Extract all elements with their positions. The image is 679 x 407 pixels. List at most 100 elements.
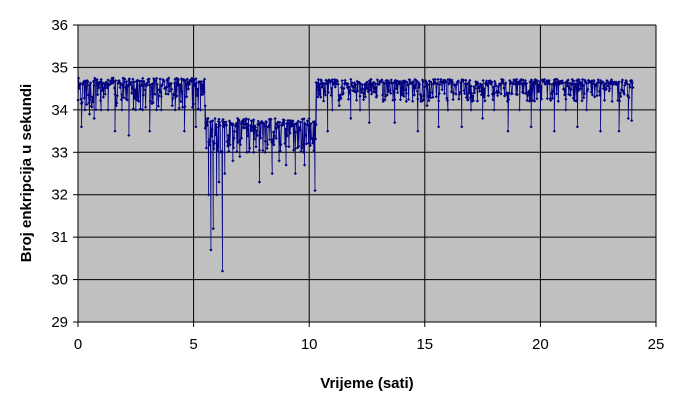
data-point	[179, 99, 183, 104]
data-point	[461, 78, 466, 82]
data-point	[289, 121, 293, 125]
data-point	[481, 116, 485, 120]
data-point	[372, 80, 376, 84]
data-point	[436, 77, 440, 81]
data-point	[626, 116, 630, 120]
data-point	[385, 93, 389, 97]
data-point	[288, 131, 292, 135]
data-point	[411, 99, 415, 103]
data-point	[502, 94, 507, 98]
data-point	[83, 108, 87, 112]
data-point	[172, 93, 176, 97]
data-point	[353, 82, 358, 86]
data-point	[263, 124, 267, 128]
data-point	[318, 92, 322, 96]
data-point	[164, 85, 169, 89]
data-point	[299, 149, 303, 153]
data-point	[155, 82, 159, 86]
data-point	[175, 94, 179, 98]
data-point	[439, 80, 444, 84]
data-point	[169, 81, 173, 85]
data-point	[141, 93, 145, 97]
data-point	[228, 142, 232, 147]
data-point	[422, 94, 426, 98]
data-point	[194, 125, 198, 129]
data-point	[394, 81, 398, 85]
data-point	[235, 116, 240, 121]
data-point	[563, 93, 567, 97]
data-point	[468, 96, 473, 100]
data-point	[420, 78, 425, 82]
data-point	[428, 94, 432, 98]
data-point	[103, 92, 107, 96]
data-point	[213, 133, 218, 137]
data-point	[521, 78, 525, 82]
data-point	[245, 122, 249, 126]
data-point	[373, 90, 377, 94]
data-point	[337, 98, 341, 102]
data-point	[294, 130, 298, 134]
data-point	[616, 82, 621, 86]
data-point	[574, 82, 578, 86]
data-point	[539, 97, 544, 101]
data-point	[388, 88, 392, 92]
data-point	[531, 98, 535, 103]
data-point	[323, 93, 327, 97]
data-point	[595, 94, 599, 98]
data-point	[609, 78, 614, 82]
data-point	[505, 91, 509, 95]
data-point	[577, 78, 581, 82]
data-point	[458, 90, 462, 94]
data-point	[340, 79, 344, 83]
data-point	[305, 119, 310, 123]
data-point	[272, 134, 277, 138]
data-point	[177, 106, 181, 110]
data-point	[160, 82, 164, 87]
data-point	[470, 91, 474, 95]
data-point	[467, 91, 471, 95]
data-point	[166, 92, 170, 96]
data-point	[86, 93, 91, 97]
data-point	[260, 121, 264, 125]
data-point	[552, 81, 556, 85]
data-point	[419, 94, 423, 98]
data-point	[605, 79, 610, 83]
data-point	[195, 93, 199, 98]
data-point	[507, 91, 511, 95]
data-point	[182, 129, 186, 133]
data-point	[434, 81, 438, 85]
data-point	[590, 93, 595, 97]
data-point	[517, 79, 522, 83]
data-point	[338, 93, 343, 97]
data-point	[473, 86, 477, 91]
data-point	[297, 144, 301, 148]
data-point	[170, 104, 174, 108]
data-point	[529, 125, 533, 129]
y-tick-label: 32	[51, 187, 68, 204]
data-point	[359, 82, 363, 86]
data-point	[260, 119, 264, 124]
data-point	[352, 85, 356, 89]
data-point	[274, 136, 278, 140]
data-point	[94, 108, 98, 112]
grid-lines	[78, 24, 657, 322]
data-point	[87, 112, 92, 116]
data-point	[524, 91, 528, 96]
data-point	[454, 82, 459, 87]
data-point	[601, 80, 605, 84]
data-point	[318, 82, 322, 86]
data-point	[524, 81, 529, 86]
data-point	[237, 119, 241, 123]
data-point	[575, 125, 579, 129]
data-point	[362, 92, 366, 96]
data-point	[567, 86, 571, 90]
data-point	[201, 92, 205, 96]
data-point	[471, 94, 475, 98]
data-point	[452, 91, 456, 95]
data-point	[594, 82, 599, 87]
data-point	[285, 134, 289, 138]
data-point	[285, 121, 289, 125]
data-series	[76, 76, 635, 273]
data-point	[90, 95, 95, 99]
data-point	[568, 81, 572, 85]
